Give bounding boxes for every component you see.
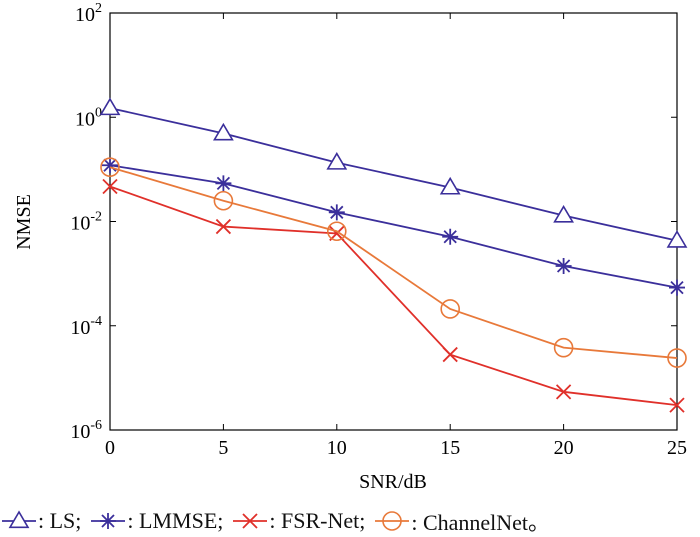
nmse-chart: 0 5 10 15 20 25 102 100 10-2 10-4 10-6 SNR/dB NMS… — [13, 1, 688, 493]
series-line — [109, 164, 678, 289]
series-line — [109, 185, 678, 407]
y-tick-label: 10-6 — [70, 418, 102, 443]
y-tick-label: 102 — [75, 1, 102, 26]
data-point — [213, 190, 234, 211]
data-point — [215, 175, 232, 192]
data-point — [326, 221, 347, 242]
legend-item-fsr-net: : FSR-Net; — [231, 508, 365, 534]
x-axis-label: SNR/dB — [359, 471, 427, 493]
data-point — [442, 346, 458, 363]
y-axis-label: NMSE — [13, 194, 35, 250]
data-point — [553, 337, 574, 358]
legend-label: : ChannelNet。 — [411, 510, 551, 535]
series-channelnet — [100, 157, 687, 368]
series-line — [109, 107, 678, 242]
circle-marker-icon — [375, 511, 410, 531]
series-fsr-net — [102, 178, 685, 413]
data-point — [666, 230, 688, 248]
data-point — [553, 204, 574, 223]
legend-label: : LS; — [38, 508, 82, 533]
legend-item-lmmse: : LMMSE; — [89, 508, 223, 534]
data-point — [667, 348, 687, 368]
x-tick-label: 15 — [440, 437, 460, 459]
legend-label: : FSR-Net; — [269, 508, 366, 533]
data-point — [326, 152, 348, 170]
data-point — [555, 384, 572, 400]
data-point — [440, 299, 461, 319]
data-point — [669, 397, 685, 413]
series-line — [109, 166, 678, 359]
x-tick-label: 5 — [218, 437, 228, 459]
data-point — [102, 157, 118, 174]
data-point — [555, 258, 572, 275]
y-tick-label: 10-2 — [70, 210, 102, 235]
y-tick-label: 10-4 — [70, 314, 102, 339]
data-point — [669, 279, 685, 296]
asterisk-marker-icon — [91, 513, 126, 529]
data-point — [215, 218, 232, 235]
data-point — [213, 122, 234, 141]
series-ls — [99, 97, 688, 248]
data-point — [100, 157, 120, 178]
triangle-marker-icon — [2, 510, 36, 529]
data-point — [102, 178, 118, 195]
legend-marker — [382, 511, 403, 531]
data-point — [328, 204, 345, 221]
legend-marker — [8, 510, 30, 529]
x-tick-label: 10 — [327, 437, 347, 459]
legend-label: : LMMSE; — [127, 508, 224, 533]
x-tick-label: 0 — [105, 437, 115, 459]
data-point — [99, 97, 121, 116]
legend: : LS; : LMMSE; : FSR-Net; : ChannelNet。 — [0, 505, 700, 537]
legend-item-ls: : LS; — [0, 508, 81, 534]
data-point — [442, 228, 459, 245]
series-lmmse — [102, 157, 685, 296]
legend-marker — [100, 513, 117, 529]
data-point — [439, 176, 461, 195]
legend-item-channelnet: : ChannelNet。 — [373, 505, 550, 537]
legend-marker — [242, 513, 259, 529]
x-marker-icon — [233, 513, 268, 529]
x-tick-label: 20 — [554, 437, 574, 459]
y-tick-label: 100 — [75, 105, 102, 130]
x-tick-label: 25 — [667, 437, 687, 459]
